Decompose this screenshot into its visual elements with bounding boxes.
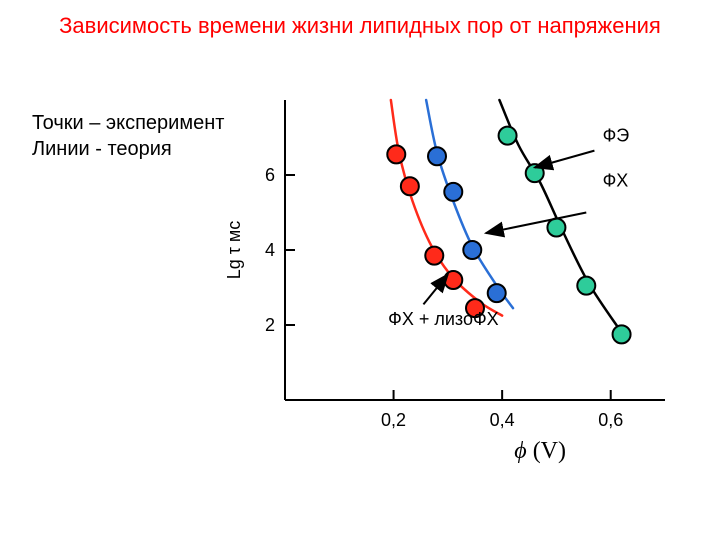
y-tick-label: 6 <box>265 165 275 185</box>
series-marker <box>387 145 405 163</box>
legend-line-1: Точки – эксперимент <box>32 110 224 136</box>
series-marker <box>577 277 595 295</box>
x-tick-label: 0,6 <box>598 410 623 430</box>
annotation-label: ФХ <box>603 170 629 190</box>
series-marker <box>425 247 443 265</box>
series-marker <box>401 177 419 195</box>
legend-text: Точки – эксперимент Линии - теория <box>32 110 224 162</box>
annotation-arrow <box>535 151 595 168</box>
y-tick-label: 2 <box>265 315 275 335</box>
series-marker <box>463 241 481 259</box>
series-marker <box>613 325 631 343</box>
x-tick-label: 0,4 <box>490 410 515 430</box>
annotation-label: ФХ + лизоФХ <box>388 309 499 329</box>
y-tick-label: 4 <box>265 240 275 260</box>
series-marker <box>444 183 462 201</box>
chart-title: Зависимость времени жизни липидных пор о… <box>0 12 720 40</box>
series-marker <box>499 127 517 145</box>
annotation-label: ФЭ <box>603 125 630 145</box>
series-marker <box>488 284 506 302</box>
series-marker <box>444 271 462 289</box>
annotation-arrow <box>423 274 447 304</box>
x-axis-label: ϕ (V) <box>514 438 566 464</box>
y-axis-label: Lg τ мс <box>224 221 244 280</box>
series-marker <box>547 219 565 237</box>
x-tick-label: 0,2 <box>381 410 406 430</box>
legend-line-2: Линии - теория <box>32 136 224 162</box>
annotation-arrow <box>486 213 586 234</box>
lifetime-chart: 2 4 6 0,2 0,4 0,6 Lg τ мс ϕ (V) ФЭ ФХ ФХ + лизоФХ <box>210 90 690 510</box>
series-marker <box>428 147 446 165</box>
